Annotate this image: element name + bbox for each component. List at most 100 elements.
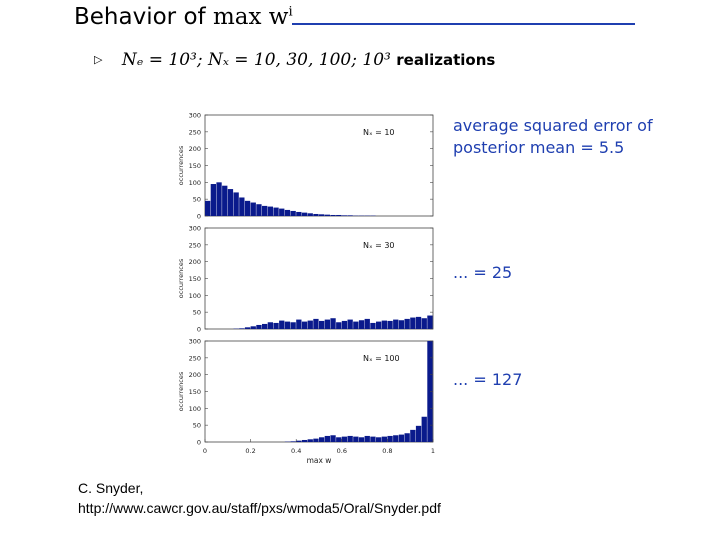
title-word: Behavior of <box>74 4 206 30</box>
histogram-bar <box>427 315 433 329</box>
histogram-bar <box>233 192 239 216</box>
histogram-bar <box>341 436 348 442</box>
histogram-bar <box>227 189 234 216</box>
histogram-bar <box>324 214 330 216</box>
y-tick-label: 50 <box>193 309 201 317</box>
title-math: max wi <box>212 4 293 30</box>
histogram-bar <box>381 436 387 442</box>
x-axis-label: max w <box>307 456 332 465</box>
histogram-bar <box>301 321 308 329</box>
histogram-bar <box>290 210 296 216</box>
histogram-bar <box>216 182 222 216</box>
histogram-bar <box>353 321 359 329</box>
histogram-bar <box>307 439 313 442</box>
histogram-bar <box>267 322 273 329</box>
plot-frame <box>204 227 434 330</box>
histogram-bar <box>239 328 245 329</box>
histogram-bar <box>319 437 325 442</box>
histogram-bar <box>244 327 251 329</box>
histogram-bar <box>387 435 393 442</box>
x-tick-label: 0.4 <box>291 447 301 455</box>
x-tick-label: 0.2 <box>245 447 255 455</box>
histogram-bar <box>415 316 422 329</box>
histogram-bar <box>415 425 422 442</box>
histogram-bar <box>358 320 365 329</box>
histogram-bar <box>421 416 427 442</box>
histogram-bar <box>313 318 319 329</box>
histogram-bar <box>279 320 285 329</box>
y-tick-label: 250 <box>189 241 201 249</box>
histogram-bar <box>330 435 336 442</box>
histogram-bar <box>381 320 387 329</box>
histogram-bar <box>404 318 410 329</box>
histogram-bar <box>393 435 399 442</box>
histogram-bar <box>279 208 285 216</box>
histogram-bar <box>398 320 405 329</box>
histogram-bar <box>301 212 308 216</box>
y-tick-label: 300 <box>189 338 201 346</box>
note-error-line1: average squared error of <box>453 116 653 135</box>
histogram-bar <box>393 319 399 329</box>
y-tick-label: 50 <box>193 196 201 204</box>
note-error-nx30: ... = 25 <box>453 263 513 282</box>
panel-annotation: Nₓ = 100 <box>363 354 400 363</box>
histogram-bar <box>319 214 325 216</box>
title-sup: i <box>288 4 293 20</box>
histogram-bar <box>410 317 416 329</box>
histogram-bar <box>370 436 376 442</box>
bullet-item: ▷ Nₑ = 10³; Nₓ = 10, 30, 100; 10³ realiz… <box>94 50 495 70</box>
y-tick-label: 150 <box>189 162 201 170</box>
y-tick-label: 100 <box>189 179 201 187</box>
histogram-bar <box>341 320 348 329</box>
histogram-bar <box>353 436 359 442</box>
histogram-bar <box>239 197 245 216</box>
y-tick-label: 300 <box>189 225 201 233</box>
histogram-bar <box>313 438 319 442</box>
title-rule <box>292 23 635 25</box>
credit: C. Snyder, http://www.cawcr.gov.au/staff… <box>78 478 441 518</box>
bullet-triangle-icon: ▷ <box>94 53 103 66</box>
histogram-bar <box>341 215 348 216</box>
histogram-bar <box>324 319 330 329</box>
histogram-bar <box>210 184 216 216</box>
bullet-suffix: realizations <box>396 51 496 69</box>
x-tick-label: 0.6 <box>337 447 347 455</box>
histogram-bar <box>307 213 313 216</box>
y-tick-label: 0 <box>197 326 201 334</box>
histogram-bar <box>267 206 273 216</box>
histogram-bar <box>358 437 365 442</box>
y-tick-label: 100 <box>189 405 201 413</box>
y-tick-label: 0 <box>197 213 201 221</box>
histogram-bar <box>256 324 262 329</box>
panel-annotation: Nₓ = 30 <box>363 241 395 250</box>
histogram-bar <box>347 215 353 216</box>
y-tick-label: 300 <box>189 112 201 120</box>
histogram-bar <box>364 435 370 442</box>
y-tick-label: 150 <box>189 388 201 396</box>
histogram-bar <box>222 185 228 216</box>
y-tick-label: 200 <box>189 371 201 379</box>
histogram-bar <box>319 320 325 329</box>
y-tick-label: 100 <box>189 292 201 300</box>
histogram-bar <box>301 439 308 442</box>
histogram-bar <box>336 437 342 442</box>
y-tick-label: 250 <box>189 128 201 136</box>
credit-url: http://www.cawcr.gov.au/staff/pxs/wmoda5… <box>78 500 441 516</box>
histogram-bar <box>296 319 302 329</box>
y-tick-label: 250 <box>189 354 201 362</box>
histogram-bar <box>296 211 302 216</box>
histogram-bar <box>296 440 302 442</box>
histogram-bar <box>404 433 410 442</box>
histogram-bar <box>336 214 342 216</box>
credit-author: C. Snyder, <box>78 480 144 496</box>
panel-annotation: Nₓ = 10 <box>363 128 395 137</box>
histogram-bar <box>290 322 296 329</box>
histogram-bar <box>376 437 382 442</box>
y-tick-label: 50 <box>193 422 201 430</box>
y-tick-label: 150 <box>189 275 201 283</box>
note-error-line2: posterior mean = 5.5 <box>453 138 625 157</box>
slide-title: Behavior of max wi <box>74 4 293 30</box>
histogram-bar <box>336 322 342 329</box>
histogram-bar <box>307 320 313 329</box>
